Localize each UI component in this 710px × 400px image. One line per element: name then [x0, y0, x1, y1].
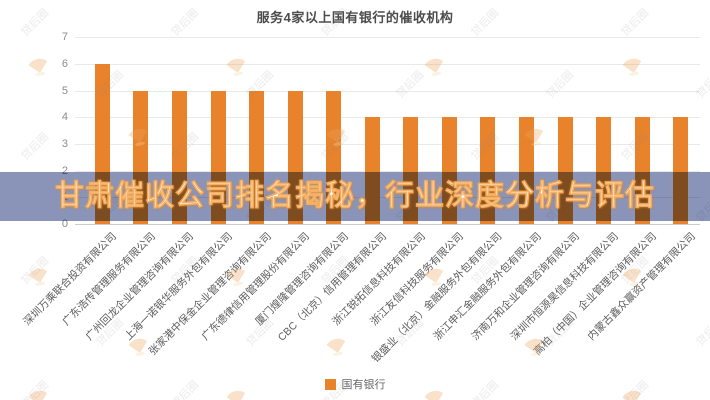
gridline	[75, 170, 700, 172]
legend-swatch-icon	[324, 378, 336, 390]
gridline	[75, 117, 700, 119]
gridline	[75, 37, 700, 39]
y-tick-label: 0	[61, 218, 68, 230]
y-tick-label: 5	[61, 84, 68, 97]
banner-headline: 甘肃催收公司排名揭秘，行业深度分析与评估	[54, 180, 655, 213]
x-axis-line	[75, 224, 700, 225]
gridline	[75, 143, 700, 145]
y-tick-label: 7	[61, 31, 68, 44]
y-tick-label: 2	[61, 164, 68, 177]
gridline	[75, 90, 700, 92]
chart-title: 服务4家以上国有银行的催收机构	[256, 10, 454, 25]
y-tick-label: 3	[61, 137, 68, 150]
gridline	[75, 63, 700, 65]
legend: 国有银行	[0, 376, 710, 392]
banner-overlay	[0, 172, 710, 221]
y-tick-label: 6	[61, 57, 68, 70]
y-tick-label: 4	[61, 111, 68, 124]
legend-label: 国有银行	[341, 379, 386, 391]
